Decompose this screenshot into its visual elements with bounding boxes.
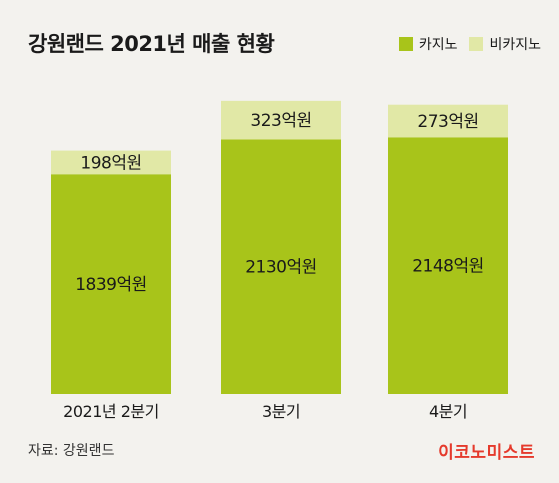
- category-label-2: 4분기: [429, 402, 467, 421]
- publisher-logo: 이코노미스트: [438, 443, 535, 463]
- bar-non-casino-0: [51, 150, 171, 175]
- category-label-1: 3분기: [262, 402, 300, 421]
- source-note: 자료: 강원랜드: [28, 443, 115, 459]
- legend-label-non-casino: 비카지노: [489, 37, 541, 53]
- bar-casino-0: [51, 174, 171, 394]
- data-label-non-casino-0: 198억원: [80, 153, 141, 173]
- bar-non-casino-2: [388, 104, 508, 138]
- bar-non-casino-1: [221, 100, 341, 140]
- legend: 카지노 비카지노: [398, 34, 541, 54]
- data-label-non-casino-1: 323억원: [250, 111, 311, 131]
- category-label-0: 2021년 2분기: [63, 402, 159, 421]
- data-label-casino-2: 2148억원: [412, 257, 484, 277]
- legend-swatch-casino: [398, 37, 413, 51]
- data-label-non-casino-2: 273억원: [417, 112, 478, 132]
- legend-item-non-casino: 비카지노: [469, 34, 541, 54]
- legend-item-casino: 카지노: [398, 34, 458, 54]
- legend-label-casino: 카지노: [418, 37, 458, 53]
- chart-title: 강원랜드 2021년 매출 현황: [28, 32, 275, 56]
- data-label-casino-0: 1839억원: [75, 275, 147, 295]
- bar-casino-2: [388, 137, 508, 394]
- legend-swatch-non-casino: [469, 37, 484, 51]
- data-label-casino-1: 2130억원: [245, 258, 317, 278]
- bar-casino-1: [221, 139, 341, 394]
